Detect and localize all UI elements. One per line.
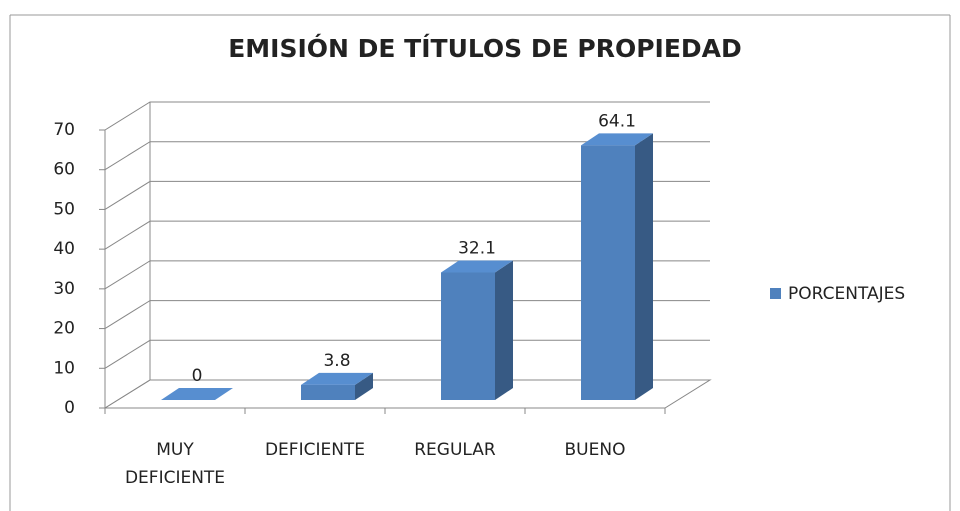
y-tick-label: 0 [64, 398, 75, 418]
bar [161, 388, 233, 400]
legend-label: PORCENTAJES [788, 284, 905, 304]
bar-face [581, 133, 653, 146]
x-tick-label: BUENO [565, 440, 626, 460]
y-tick-label: 10 [53, 358, 75, 378]
bar [301, 372, 373, 400]
legend-swatch [770, 288, 781, 299]
x-tick-label: DEFICIENTE [265, 440, 365, 460]
bar-face [495, 260, 513, 400]
data-label: 64.1 [598, 111, 636, 131]
x-tick-label: MUY DEFICIENTE [125, 440, 225, 488]
bar-face [581, 145, 635, 400]
bar [581, 133, 653, 400]
bar-face [301, 372, 373, 385]
grid-line [104, 141, 710, 171]
bar-face [635, 133, 653, 400]
back-wall [150, 102, 710, 380]
y-tick-label: 70 [53, 120, 75, 140]
y-tick-label: 60 [53, 160, 75, 180]
x-tick-label: REGULAR [414, 440, 496, 460]
grid-line [104, 339, 710, 369]
bar-face [355, 372, 373, 400]
y-tick-label: 40 [53, 239, 75, 259]
bar-face [301, 384, 355, 400]
bar-face [441, 272, 495, 400]
data-label: 0 [192, 366, 203, 386]
grid-line [104, 101, 710, 131]
data-label: 32.1 [458, 239, 496, 259]
chart-title: EMISIÓN DE TÍTULOS DE PROPIEDAD [228, 33, 742, 63]
y-tick-label: 50 [53, 199, 75, 219]
grid-line [104, 260, 710, 290]
grid-line [104, 300, 710, 329]
grid-line [104, 220, 710, 250]
grid-line [104, 180, 710, 210]
data-label: 3.8 [323, 351, 350, 371]
bar-face [161, 388, 233, 400]
y-tick-label: 30 [53, 279, 75, 299]
bar [441, 260, 513, 400]
floor [103, 379, 712, 409]
bar-face [441, 260, 513, 273]
y-tick-label: 20 [53, 319, 75, 339]
